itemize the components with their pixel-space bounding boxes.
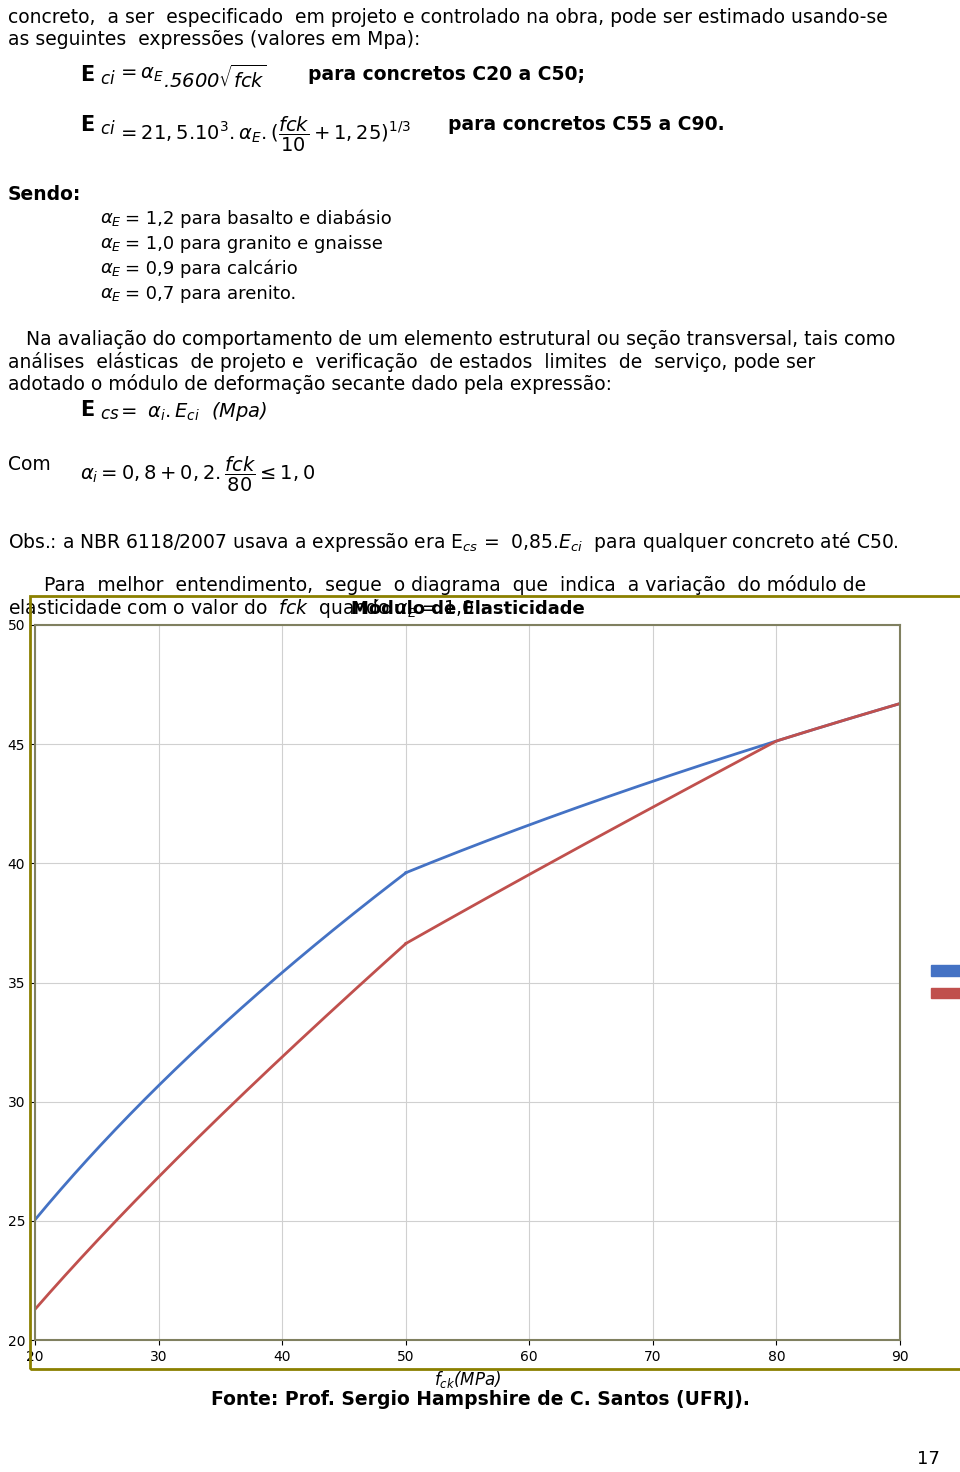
Text: = 0,7 para arenito.: = 0,7 para arenito. xyxy=(125,286,297,303)
Text: = 0,9 para calcário: = 0,9 para calcário xyxy=(125,261,298,278)
Ecs xyxy=(870,702,881,720)
Text: $\alpha_E$: $\alpha_E$ xyxy=(100,286,122,303)
Eci xyxy=(492,827,503,845)
Text: = 1,2 para basalto e diabásio: = 1,2 para basalto e diabásio xyxy=(125,210,392,228)
Text: $=\ \alpha_i.E_{ci}$  (Mpa): $=\ \alpha_i.E_{ci}$ (Mpa) xyxy=(117,400,268,422)
Eci xyxy=(430,852,442,870)
Text: as seguintes  expressões (valores em Mpa):: as seguintes expressões (valores em Mpa)… xyxy=(8,29,420,49)
Text: = 1,0 para granito e gnaisse: = 1,0 para granito e gnaisse xyxy=(125,236,383,253)
Text: $\alpha_i = 0,8 + 0,2.\dfrac{fck}{80} \leq 1,0$: $\alpha_i = 0,8 + 0,2.\dfrac{fck}{80} \l… xyxy=(80,455,315,495)
Text: $=\alpha_E$: $=\alpha_E$ xyxy=(117,65,164,84)
Text: análises  elásticas  de projeto e  verificação  de estados  limites  de  serviço: análises elásticas de projeto e verifica… xyxy=(8,352,815,372)
Ecs xyxy=(430,919,442,936)
Eci xyxy=(852,707,864,724)
X-axis label: $f_{ck}$(MPa): $f_{ck}$(MPa) xyxy=(434,1369,501,1390)
Legend: Eci, Ecs: Eci, Ecs xyxy=(924,958,960,1007)
Text: .5600$\sqrt{fck}$: .5600$\sqrt{fck}$ xyxy=(163,65,267,93)
Text: $\mathbf{E}$: $\mathbf{E}$ xyxy=(80,65,95,85)
Text: Sendo:: Sendo: xyxy=(8,185,82,205)
Eci xyxy=(870,702,881,720)
Text: para concretos C55 a C90.: para concretos C55 a C90. xyxy=(435,115,725,134)
Eci xyxy=(420,855,431,873)
Text: Fonte: Prof. Sergio Hampshire de C. Santos (UFRJ).: Fonte: Prof. Sergio Hampshire de C. Sant… xyxy=(210,1390,750,1409)
Ecs xyxy=(532,861,543,879)
Text: Obs.: a NBR 6118/2007 usava a expressão era E$_{cs}$ =  0,85.$E_{ci}$  para qual: Obs.: a NBR 6118/2007 usava a expressão … xyxy=(8,530,899,553)
Text: $ci$: $ci$ xyxy=(100,71,115,88)
Text: $ci$: $ci$ xyxy=(100,121,115,138)
Text: adotado o módulo de deformação secante dado pela expressão:: adotado o módulo de deformação secante d… xyxy=(8,374,612,394)
Text: para concretos C20 a C50;: para concretos C20 a C50; xyxy=(295,65,585,84)
Text: $\alpha_E$: $\alpha_E$ xyxy=(100,261,122,278)
Ecs xyxy=(492,883,503,901)
Text: Para  melhor  entendimento,  segue  o diagrama  que  indica  a variação  do módu: Para melhor entendimento, segue o diagra… xyxy=(8,576,866,595)
Text: Com: Com xyxy=(8,455,51,474)
Line: Ecs: Ecs xyxy=(406,704,900,944)
Ecs xyxy=(420,923,431,941)
Ecs xyxy=(400,935,412,952)
Text: 17: 17 xyxy=(917,1450,940,1468)
Text: elasticidade com o valor do  $fck$  quando $\alpha_E$ = 1,0 :: elasticidade com o valor do $fck$ quando… xyxy=(8,598,486,620)
Text: $\mathbf{E}$: $\mathbf{E}$ xyxy=(80,115,95,135)
Eci xyxy=(400,864,412,882)
Text: $\mathbf{E}$: $\mathbf{E}$ xyxy=(80,400,95,420)
Eci xyxy=(895,695,906,712)
Text: $\alpha_E$: $\alpha_E$ xyxy=(100,236,122,253)
Line: Eci: Eci xyxy=(406,704,900,873)
Text: concreto,  a ser  especificado  em projeto e controlado na obra, pode ser estima: concreto, a ser especificado em projeto … xyxy=(8,7,888,26)
Ecs xyxy=(852,707,864,724)
Text: $cs$: $cs$ xyxy=(100,405,119,422)
Text: Na avaliação do comportamento de um elemento estrutural ou seção transversal, ta: Na avaliação do comportamento de um elem… xyxy=(8,330,896,349)
Ecs xyxy=(895,695,906,712)
Title: Módulo de Elasticidade: Módulo de Elasticidade xyxy=(350,601,585,618)
Text: $\alpha_E$: $\alpha_E$ xyxy=(100,210,122,228)
Eci xyxy=(532,813,543,830)
Text: $= 21,5.10^3.\alpha_E.(\dfrac{fck}{10}+1,25)^{1/3}$: $= 21,5.10^3.\alpha_E.(\dfrac{fck}{10}+1… xyxy=(117,115,411,155)
